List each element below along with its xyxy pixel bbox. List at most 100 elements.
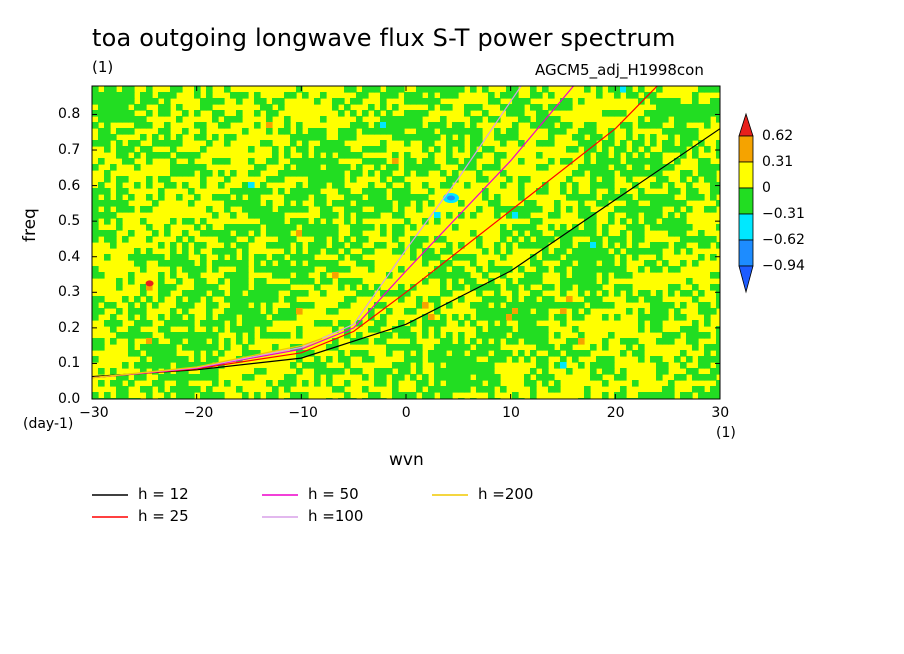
contour-cell <box>422 326 429 333</box>
contour-cell <box>266 260 273 267</box>
contour-cell <box>488 374 495 381</box>
contour-cell <box>590 236 597 243</box>
contour-cell <box>716 104 720 111</box>
contour-cell <box>350 122 357 129</box>
contour-cell <box>296 86 303 93</box>
contour-cell <box>584 140 591 147</box>
contour-cell <box>314 164 321 171</box>
contour-cell <box>668 380 675 387</box>
contour-cell <box>578 164 585 171</box>
contour-cell <box>596 152 603 159</box>
contour-cell <box>314 128 321 135</box>
contour-cell <box>614 290 621 297</box>
contour-cell <box>536 326 543 333</box>
contour-cell <box>344 194 351 201</box>
contour-cell <box>674 188 681 195</box>
contour-cell <box>524 98 531 105</box>
contour-cell <box>212 356 219 363</box>
contour-cell <box>656 170 663 177</box>
contour-cell <box>380 338 387 345</box>
contour-cell <box>590 242 597 249</box>
contour-cell <box>398 212 405 219</box>
contour-cell <box>272 386 279 393</box>
contour-cell <box>482 296 489 303</box>
contour-cell <box>332 224 339 231</box>
contour-cell <box>344 212 351 219</box>
contour-cell <box>590 146 597 153</box>
contour-cell <box>518 140 525 147</box>
contour-cell <box>308 188 315 195</box>
contour-cell <box>632 164 639 171</box>
contour-cell <box>266 296 273 303</box>
contour-cell <box>236 332 243 339</box>
contour-cell <box>176 314 183 321</box>
contour-cell <box>584 206 591 213</box>
contour-cell <box>542 380 549 387</box>
contour-cell <box>524 278 531 285</box>
dispersion-curves <box>92 86 720 379</box>
contour-cell <box>458 320 465 327</box>
contour-cell <box>104 86 111 93</box>
contour-cell <box>380 332 387 339</box>
contour-cell <box>170 254 177 261</box>
contour-cell <box>680 230 687 237</box>
contour-cell <box>380 158 387 165</box>
contour-cell <box>92 92 99 99</box>
contour-cell <box>620 272 627 279</box>
contour-cell <box>692 134 699 141</box>
contour-cell <box>512 332 519 339</box>
contour-cell <box>356 116 363 123</box>
contour-cell <box>512 110 519 117</box>
contour-cell <box>386 164 393 171</box>
contour-cell <box>242 206 249 213</box>
contour-cell <box>116 116 123 123</box>
contour-cell <box>320 260 327 267</box>
contour-cell <box>536 104 543 111</box>
contour-cell <box>92 200 99 207</box>
contour-cell <box>470 122 477 129</box>
contour-cell <box>416 86 423 93</box>
contour-cell <box>290 290 297 297</box>
contour-cell <box>584 242 591 249</box>
contour-cell <box>254 230 261 237</box>
contour-cell <box>542 332 549 339</box>
contour-cell <box>302 170 309 177</box>
contour-cell <box>500 308 507 315</box>
contour-cell <box>248 212 255 219</box>
contour-cell <box>296 200 303 207</box>
contour-cell <box>686 194 693 201</box>
contour-cell <box>380 104 387 111</box>
contour-cell <box>146 236 153 243</box>
contour-cell <box>530 332 537 339</box>
contour-cell <box>206 224 213 231</box>
contour-cell <box>686 140 693 147</box>
contour-cell <box>524 356 531 363</box>
contour-cell <box>170 344 177 351</box>
contour-cell <box>404 122 411 129</box>
contour-cell <box>452 350 459 357</box>
contour-cell <box>278 230 285 237</box>
contour-cell <box>614 392 621 399</box>
contour-cell <box>308 224 315 231</box>
contour-cell <box>356 254 363 261</box>
contour-cell <box>614 110 621 117</box>
contour-cell <box>668 140 675 147</box>
contour-cell <box>614 374 621 381</box>
contour-cell <box>104 230 111 237</box>
contour-cell <box>128 158 135 165</box>
contour-cell <box>674 146 681 153</box>
contour-cell <box>290 194 297 201</box>
contour-cell <box>278 212 285 219</box>
contour-cell <box>380 116 387 123</box>
contour-cell <box>680 140 687 147</box>
contour-cell <box>716 362 720 369</box>
contour-cell <box>296 128 303 135</box>
contour-cell <box>218 230 225 237</box>
contour-cell <box>434 218 441 225</box>
contour-cell <box>608 86 615 93</box>
contour-cell <box>536 218 543 225</box>
contour-cell <box>710 236 717 243</box>
contour-cell <box>254 254 261 261</box>
contour-cell <box>458 356 465 363</box>
